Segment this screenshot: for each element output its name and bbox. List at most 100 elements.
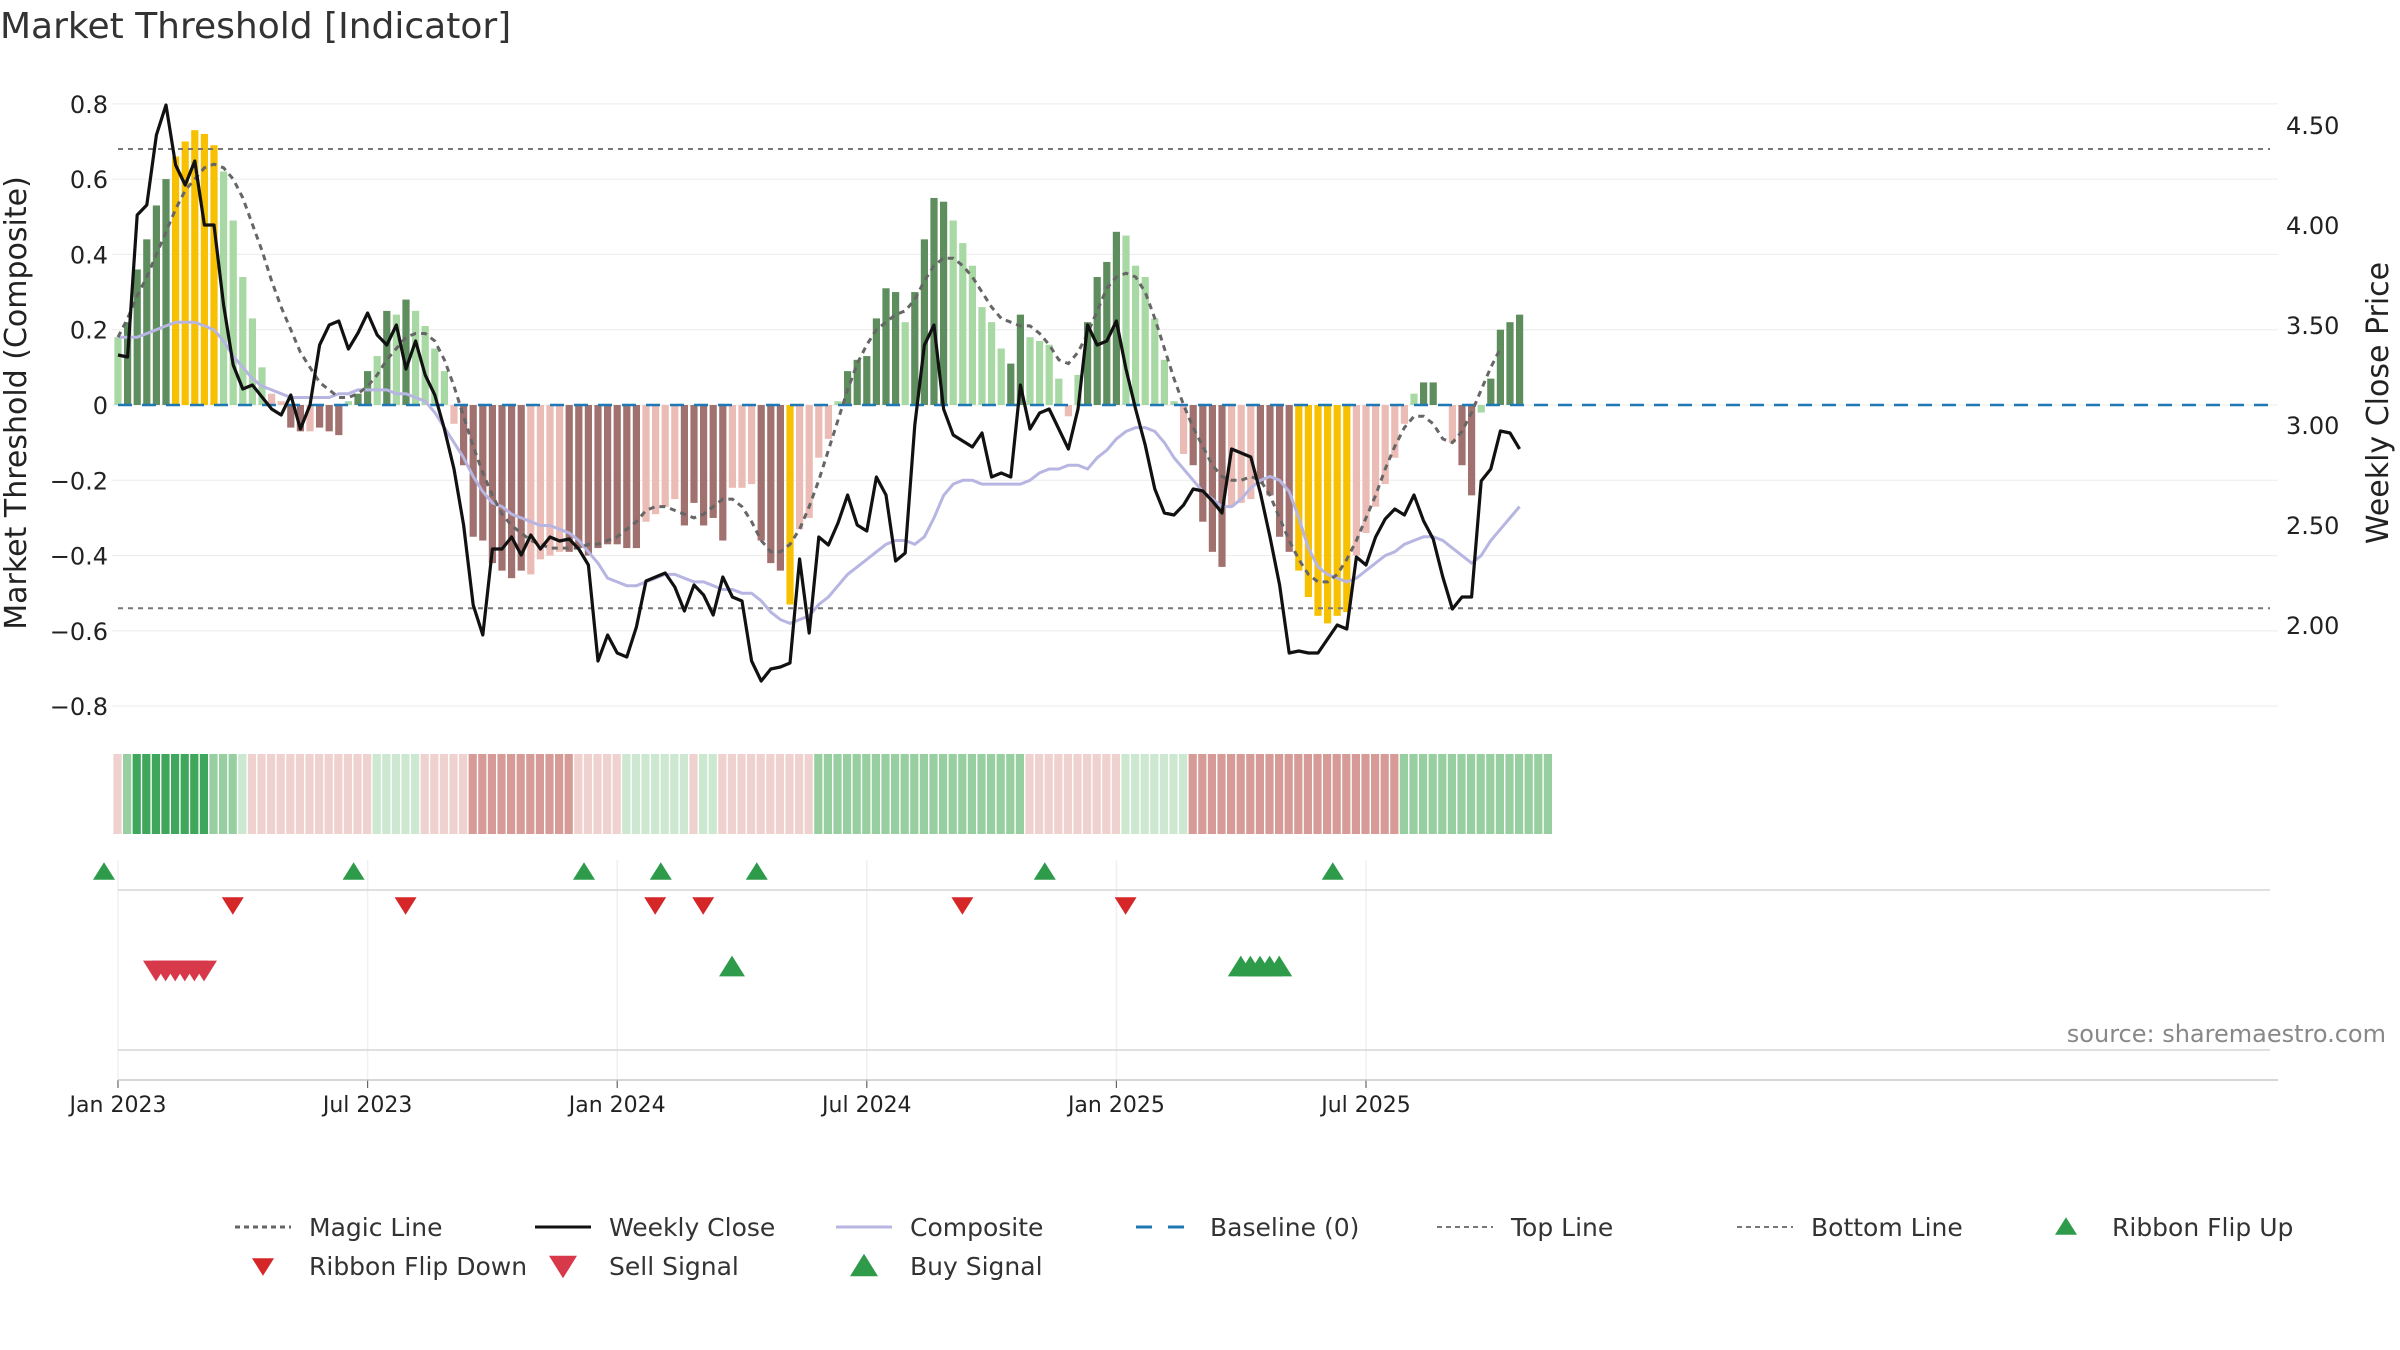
composite-bar	[335, 405, 343, 436]
composite-bar	[786, 405, 794, 605]
composite-bar	[191, 130, 199, 406]
y-axis-title: Market Threshold (Composite)	[0, 176, 34, 630]
composite-bar	[661, 405, 669, 507]
y-tick-label: −0.2	[50, 467, 108, 495]
composite-bar	[700, 405, 708, 526]
ribbon-cell	[1265, 754, 1274, 834]
ribbon-cell	[660, 754, 669, 834]
ribbon-cell	[305, 754, 314, 834]
ribbon-flip-down-marker	[394, 897, 417, 915]
composite-bar	[748, 405, 756, 485]
composite-bar	[1458, 405, 1466, 466]
composite-bar	[1477, 405, 1485, 413]
ribbon-cell	[670, 754, 679, 834]
ribbon-cell	[449, 754, 458, 834]
ribbon-cell	[612, 754, 621, 834]
composite-bar	[421, 325, 429, 405]
legend-label: Ribbon Flip Up	[2112, 1213, 2293, 1242]
ribbon-cell	[1467, 754, 1476, 834]
ribbon-cell	[151, 754, 160, 834]
composite-bar	[325, 405, 333, 432]
ribbon-cell	[1543, 754, 1552, 834]
ribbon-cell	[564, 754, 573, 834]
composite-bar	[1160, 359, 1168, 405]
composite-bar	[1285, 405, 1293, 552]
composite-bar	[412, 310, 420, 405]
ribbon-cell	[977, 754, 986, 834]
ribbon-cell	[574, 754, 583, 834]
composite-bar	[1247, 405, 1255, 500]
ribbon-cell	[1255, 754, 1264, 834]
composite-bar	[1400, 405, 1408, 424]
composite-bar	[1122, 235, 1130, 405]
ribbon-cell	[1025, 754, 1034, 834]
axes: 0.8 0.6 0.4 0.2 0 −0.2 −0.4 −0.6 −0.8 4.50 4.00 3.5…	[50, 91, 2340, 1118]
composite-bar	[853, 359, 861, 405]
legend-label: Magic Line	[309, 1213, 443, 1242]
composite-line	[118, 320, 1521, 626]
legend-label: Sell Signal	[609, 1252, 739, 1281]
composite-bar	[402, 299, 410, 405]
ribbon-cell	[113, 754, 122, 834]
composite-bar	[556, 405, 564, 552]
composite-bar	[978, 307, 986, 405]
ribbon-cell	[228, 754, 237, 834]
ribbon-cell	[1438, 754, 1447, 834]
y2-tick-label: 2.00	[2286, 612, 2339, 640]
composite-bar	[124, 322, 132, 405]
composite-bar	[1026, 337, 1034, 405]
legend-item-buy: Buy Signal	[850, 1252, 1043, 1281]
composite-bar	[1180, 405, 1188, 454]
ribbon-cell	[1188, 754, 1197, 834]
chart-title: Market Threshold [Indicator]	[0, 6, 511, 47]
ribbon-cell	[1015, 754, 1024, 834]
composite-bar	[1333, 405, 1341, 616]
ribbon-cell	[535, 754, 544, 834]
composite-bar	[1132, 265, 1140, 405]
composite-bar	[1496, 329, 1504, 405]
composite-bar	[1304, 405, 1312, 597]
legend-label: Ribbon Flip Down	[309, 1252, 527, 1281]
composite-bar	[1391, 405, 1399, 458]
ribbon-cell	[257, 754, 266, 834]
composite-bar	[1343, 405, 1351, 613]
ribbon-cell	[1073, 754, 1082, 834]
ribbon-cell	[967, 754, 976, 834]
ribbon-cell	[545, 754, 554, 834]
composite-bar	[1420, 382, 1428, 405]
composite-bar	[517, 405, 525, 571]
composite-bar	[863, 356, 871, 405]
ribbon-cell	[1476, 754, 1485, 834]
composite-bar	[728, 405, 736, 488]
magic-line	[116, 162, 1502, 584]
ribbon-cell	[1486, 754, 1495, 834]
ribbon-cell	[891, 754, 900, 834]
composite-bar	[575, 405, 583, 549]
composite-bar	[316, 405, 324, 428]
ribbon-cell	[142, 754, 151, 834]
ribbon-cell	[468, 754, 477, 834]
composite-bar	[1410, 393, 1418, 405]
composite-bar	[767, 405, 775, 564]
composite-bar	[1199, 405, 1207, 522]
composite-bar	[882, 288, 890, 405]
ribbon-cell	[1534, 754, 1543, 834]
ribbon-cell	[411, 754, 420, 834]
ribbon-cell	[343, 754, 352, 834]
ribbon-cell	[1323, 754, 1332, 834]
y-tick-label: 0.8	[70, 91, 108, 119]
composite-bar	[613, 405, 621, 545]
ribbon-cell	[641, 754, 650, 834]
composite-bar	[1468, 405, 1476, 496]
buy-signal-marker	[719, 955, 745, 977]
composite-bar	[757, 405, 765, 541]
composite-bar	[892, 292, 900, 405]
ribbon-cell	[747, 754, 756, 834]
composite-bar	[536, 405, 544, 560]
x-tick-label: Jul 2024	[820, 1093, 912, 1118]
legend-label: Bottom Line	[1811, 1213, 1963, 1242]
ribbon-cell	[1054, 754, 1063, 834]
composite-bar	[642, 405, 650, 522]
indicator-lines	[116, 103, 2270, 683]
